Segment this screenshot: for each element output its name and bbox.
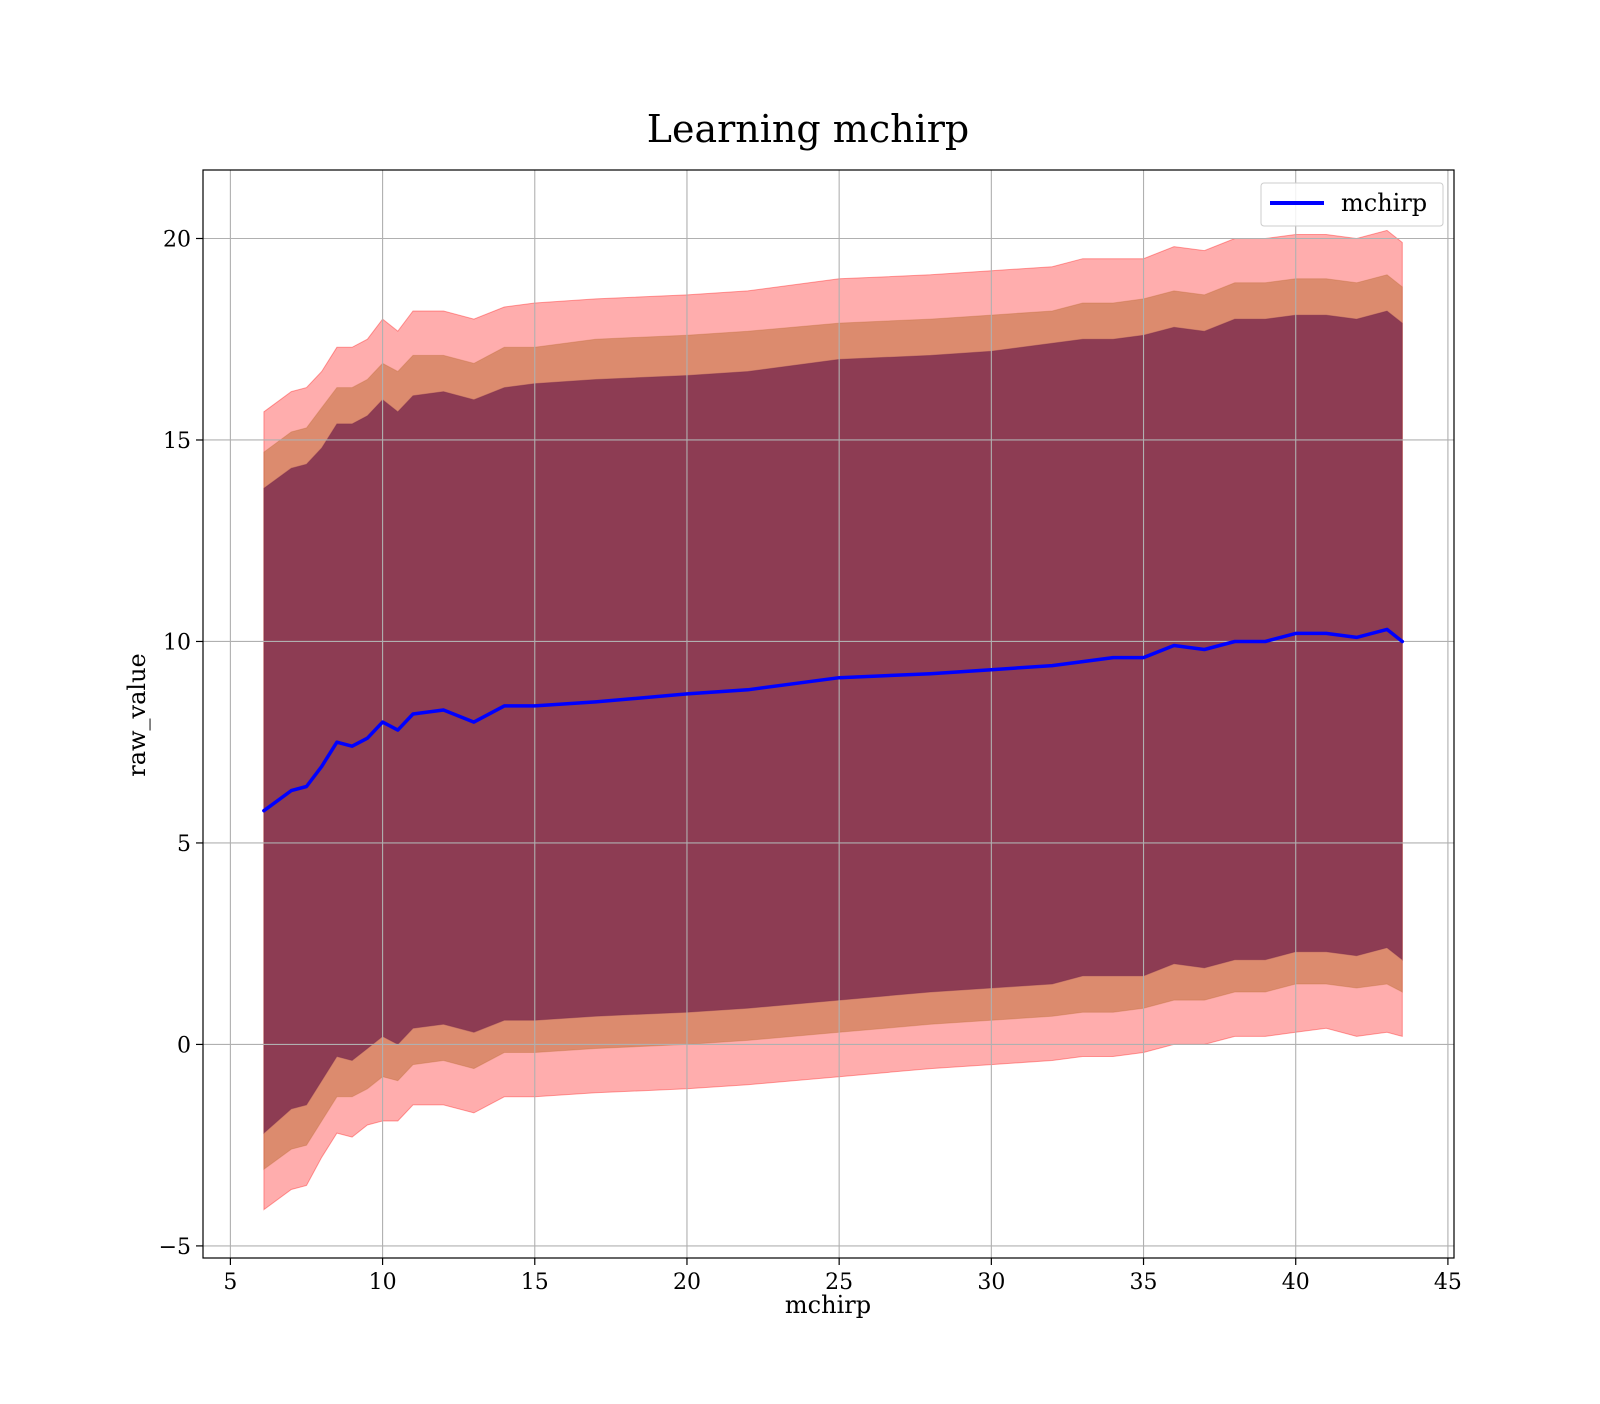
x-axis-ticks: 5 10 15 20 25 30 35 40 45 (223, 1258, 1462, 1295)
mean-line-layer (262, 627, 1405, 813)
grid-lines (203, 170, 1454, 1258)
y-tick-label: 0 (177, 1033, 191, 1058)
legend: mchirp (1260, 182, 1444, 227)
x-tick-label: 10 (369, 1270, 397, 1295)
x-tick-label: 15 (521, 1270, 549, 1295)
legend-box (1260, 182, 1444, 227)
y-axis-ticks: −5 0 5 10 15 20 (159, 228, 203, 1260)
y-tick-label: −5 (159, 1235, 191, 1260)
x-tick-label: 40 (1282, 1270, 1310, 1295)
x-tick-label: 25 (825, 1270, 853, 1295)
series-line-mchirp (262, 627, 1405, 813)
x-tick-label: 20 (673, 1270, 701, 1295)
confidence-bands (263, 229, 1403, 1211)
y-tick-label: 5 (177, 832, 191, 857)
x-tick-label: 30 (977, 1270, 1005, 1295)
x-axis-label: mchirp (785, 1291, 871, 1319)
y-tick-label: 15 (163, 429, 191, 454)
chart-title: Learning mchirp (647, 107, 969, 151)
x-tick-label: 45 (1434, 1270, 1462, 1295)
band-inner (263, 310, 1403, 1135)
y-axis-label: raw_value (123, 653, 151, 777)
x-tick-label: 35 (1130, 1270, 1158, 1295)
x-tick-label: 5 (223, 1270, 237, 1295)
legend-label: mchirp (1341, 189, 1427, 217)
y-tick-label: 20 (163, 228, 191, 253)
plot-frame (202, 169, 1455, 1259)
y-tick-label: 10 (163, 630, 191, 655)
